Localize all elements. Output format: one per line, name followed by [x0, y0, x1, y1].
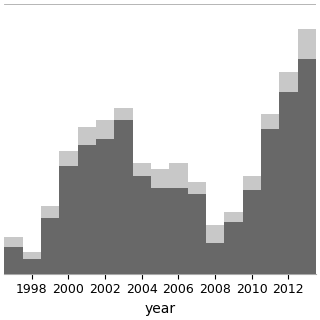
X-axis label: year: year [144, 302, 176, 316]
